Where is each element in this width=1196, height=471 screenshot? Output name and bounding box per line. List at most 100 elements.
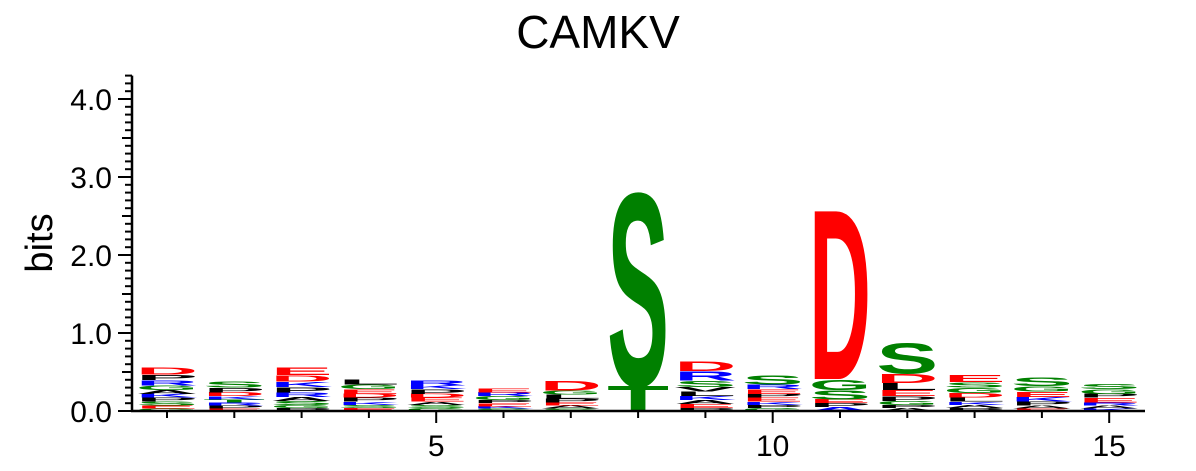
logo-letter: P <box>876 404 938 409</box>
logo-letter: P <box>742 404 804 409</box>
logo-letter: S <box>944 381 1006 390</box>
logo-letter: K <box>674 395 736 401</box>
logo-letter: E <box>876 388 938 398</box>
logo-letter: E <box>338 388 400 395</box>
logo-letter: E <box>136 405 198 410</box>
logo-letter: S <box>674 379 736 389</box>
logo-letter: G <box>271 404 333 409</box>
logo-letter: G <box>809 376 871 393</box>
logo-letter: K <box>136 393 198 399</box>
x-tick-label: 15 <box>1093 430 1126 463</box>
logo-letter: S <box>1011 375 1073 388</box>
logo-letter: D <box>271 374 333 384</box>
logo-letter: K <box>271 380 333 388</box>
y-axis-label: bits <box>19 213 61 272</box>
logo-letter: P <box>674 407 736 412</box>
x-tick-label: 5 <box>428 430 445 463</box>
logo-letter: G <box>338 383 400 390</box>
logo-letter: P <box>876 395 938 402</box>
logo-letters: GESPKAGRPDEPRTKDPSPGSARPKDEESKPDEGLGSAED… <box>136 135 1140 445</box>
logo-letter: G <box>1011 385 1073 393</box>
logo-letter: P <box>338 397 400 403</box>
logo-letter: A <box>674 399 736 405</box>
logo-letter: E <box>944 373 1006 384</box>
logo-letter: K <box>338 401 400 406</box>
logo-letter: V <box>674 386 736 393</box>
logo-letter: A <box>540 405 602 410</box>
logo-letter: E <box>742 397 804 403</box>
chart-title: CAMKV <box>516 6 680 58</box>
logo-letter: G <box>473 395 535 401</box>
logo-letter: A <box>136 389 198 395</box>
logo-letter: A <box>271 396 333 402</box>
logo-letter: K <box>473 406 535 410</box>
logo-letter: S <box>742 373 804 387</box>
logo-letter: E <box>271 365 333 377</box>
logo-letter: P <box>271 385 333 394</box>
logo-letter: D <box>674 359 736 375</box>
logo-letter: K <box>203 395 265 400</box>
logo-letter: G <box>742 407 804 412</box>
y-tick-label: 0.0 <box>70 396 112 429</box>
logo-letter: K <box>944 401 1006 406</box>
logo-letter: G <box>876 400 938 406</box>
logo-letter: R <box>271 391 333 398</box>
logo-letter: D <box>540 378 602 394</box>
logo-letter: A <box>876 407 938 412</box>
logo-letter: E <box>674 403 736 409</box>
logo-letter: R <box>742 383 804 390</box>
logo-letter: G <box>136 384 198 391</box>
logo-letter: S <box>203 380 265 390</box>
logo-letter: D <box>405 393 467 399</box>
logo-letter: A <box>944 404 1006 409</box>
logo-letter: E <box>540 402 602 407</box>
axes: 0.0 1.0 2.0 3.0 4.0 5 10 15 <box>70 74 1145 463</box>
logo-letter: S <box>271 400 333 406</box>
logo-letter: P <box>203 405 265 410</box>
logo-letter: D <box>876 371 938 386</box>
logo-letter: E <box>473 402 535 407</box>
logo-letter: P <box>271 407 333 412</box>
logo-letter: S <box>1078 382 1140 391</box>
logo-letter: A <box>1078 405 1140 410</box>
logo-letter: S <box>405 404 467 409</box>
logo-letter: R <box>136 378 198 386</box>
logo-letter: P <box>540 397 602 403</box>
logo-letter: P <box>136 397 198 403</box>
logo-letter: L <box>338 378 400 386</box>
logo-letter: G <box>944 386 1006 394</box>
logo-letter: A <box>809 406 871 412</box>
logo-letter: T <box>203 399 265 404</box>
logo-letter: A <box>405 401 467 406</box>
logo-letter: D <box>136 366 198 377</box>
logo-letter: R <box>473 391 535 397</box>
logo-letter: G <box>405 407 467 412</box>
logo-letter: P <box>944 407 1006 412</box>
logo-letter: D <box>203 391 265 397</box>
logo-letter: L <box>876 381 938 392</box>
x-tick-label: 10 <box>756 430 789 463</box>
logo-letter: P <box>1078 393 1140 399</box>
logo-letter: P <box>473 399 535 404</box>
logo-letter: K <box>1011 396 1073 403</box>
logo-letter: E <box>1078 397 1140 404</box>
logo-letter: D <box>944 392 1006 399</box>
logo-letter: P <box>405 388 467 395</box>
logo-letter: L <box>944 397 1006 403</box>
logo-letter: R <box>1078 402 1140 407</box>
logo-letter: S <box>338 404 400 409</box>
logo-letter: R <box>405 378 467 386</box>
logo-letter: L <box>540 394 602 400</box>
logo-letter: P <box>809 402 871 408</box>
logo-letter: P <box>1011 401 1073 407</box>
logo-letter: L <box>674 390 736 397</box>
logo-letter: P <box>136 373 198 382</box>
logo-letter: D <box>809 159 871 431</box>
logo-letter: A <box>1011 405 1073 410</box>
logo-letter: R <box>203 402 265 407</box>
y-tick-label: 3.0 <box>70 162 112 195</box>
logo-letter: E <box>1011 390 1073 399</box>
logo-letter: E <box>338 407 400 412</box>
y-tick-label: 4.0 <box>70 84 112 117</box>
logo-letter: G <box>540 390 602 396</box>
